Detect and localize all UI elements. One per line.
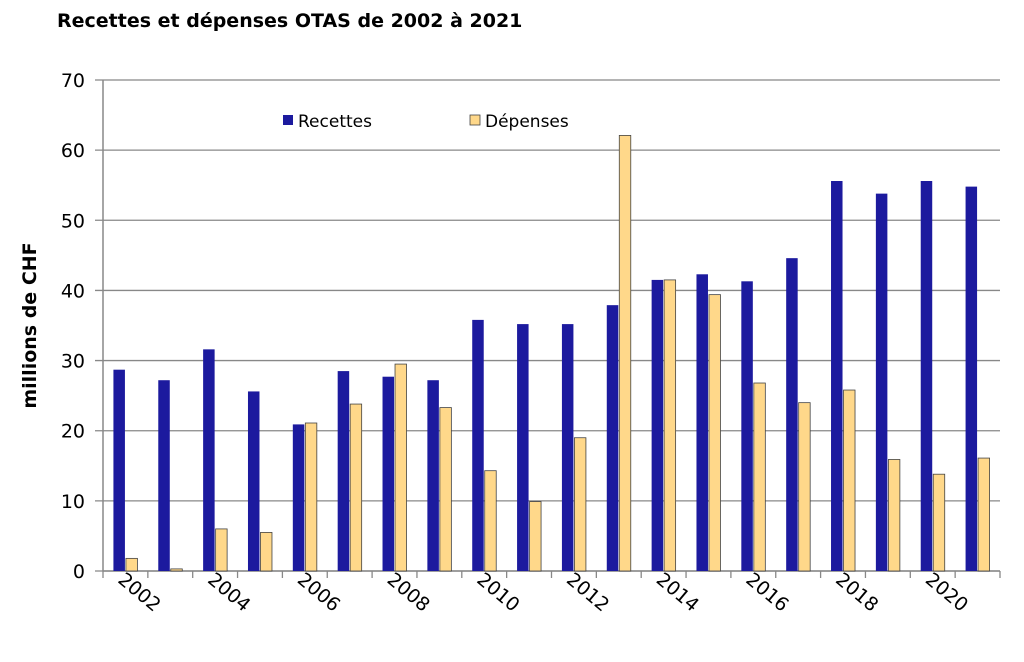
- y-tick-label: 60: [61, 140, 85, 162]
- y-tick-label: 70: [61, 70, 85, 92]
- bar-dépenses-2012: [574, 437, 587, 572]
- bar-recettes-2008: [382, 376, 395, 571]
- bar-dépenses-2011: [529, 501, 542, 572]
- y-tick-label: 30: [61, 351, 85, 373]
- x-tick-label: 2010: [472, 568, 523, 616]
- y-tick-label: 20: [61, 421, 85, 443]
- x-tick-label: 2002: [114, 568, 165, 616]
- bar-dépenses-2015: [708, 294, 721, 572]
- bar-dépenses-2018: [843, 389, 856, 572]
- x-tick-label: 2006: [293, 568, 344, 616]
- bar-recettes-2014: [651, 279, 664, 571]
- bar-recettes-2020: [920, 181, 933, 571]
- x-tick-label: 2014: [652, 568, 703, 616]
- bar-recettes-2007: [337, 371, 350, 571]
- chart-title: Recettes et dépenses OTAS de 2002 à 2021: [57, 10, 523, 32]
- x-tick-label: 2012: [562, 568, 613, 616]
- x-tick-label: 2008: [383, 568, 434, 616]
- bar-dépenses-2014: [663, 279, 677, 572]
- y-tick-label: 50: [61, 210, 85, 232]
- bar-dépenses-2002: [125, 557, 138, 572]
- bar-dépenses-2016: [753, 382, 766, 572]
- bar-dépenses-2007: [349, 403, 363, 572]
- bar-dépenses-2009: [439, 407, 452, 572]
- bar-dépenses-2005: [260, 532, 273, 572]
- bar-recettes-2012: [561, 324, 574, 571]
- bar-dépenses-2020: [932, 473, 946, 572]
- legend-label-recettes: Recettes: [298, 112, 372, 132]
- bar-dépenses-2006: [304, 422, 318, 572]
- bar-recettes-2017: [786, 258, 798, 571]
- bar-recettes-2006: [292, 424, 305, 571]
- x-tick-label: 2018: [831, 568, 882, 616]
- legend-swatch-dépenses: [469, 114, 481, 126]
- legend-swatch-recettes: [283, 115, 293, 125]
- bar-dépenses-2017: [798, 402, 811, 572]
- bar-dépenses-2004: [215, 528, 228, 572]
- bar-dépenses-2010: [484, 470, 497, 572]
- bar-recettes-2018: [831, 181, 843, 571]
- x-tick-label: 2004: [203, 568, 254, 616]
- y-axis-label: millions de CHF: [19, 242, 41, 408]
- x-tick-label: 2016: [742, 568, 793, 616]
- bar-recettes-2021: [965, 186, 978, 572]
- bar-recettes-2013: [606, 305, 619, 571]
- bar-dépenses-2021: [977, 457, 990, 572]
- bar-recettes-2010: [472, 319, 484, 571]
- y-tick-label: 10: [61, 491, 85, 513]
- bar-recettes-2009: [427, 380, 439, 571]
- bar-dépenses-2003: [170, 568, 183, 572]
- bar-recettes-2005: [247, 391, 260, 571]
- y-tick-label: 40: [61, 280, 85, 302]
- y-tick-label: 0: [73, 561, 85, 583]
- legend-label-dépenses: Dépenses: [485, 112, 569, 132]
- bar-recettes-2004: [203, 349, 215, 571]
- bar-dépenses-2008: [394, 363, 407, 572]
- bar-dépenses-2013: [618, 135, 632, 572]
- x-tick-label: 2020: [921, 568, 972, 616]
- bar-recettes-2016: [741, 281, 753, 571]
- bar-dépenses-2019: [887, 459, 901, 572]
- bar-recettes-2019: [875, 193, 888, 572]
- bar-recettes-2015: [696, 274, 708, 571]
- bar-recettes-2011: [517, 324, 529, 571]
- bar-recettes-2002: [113, 369, 125, 571]
- bar-recettes-2003: [158, 380, 170, 571]
